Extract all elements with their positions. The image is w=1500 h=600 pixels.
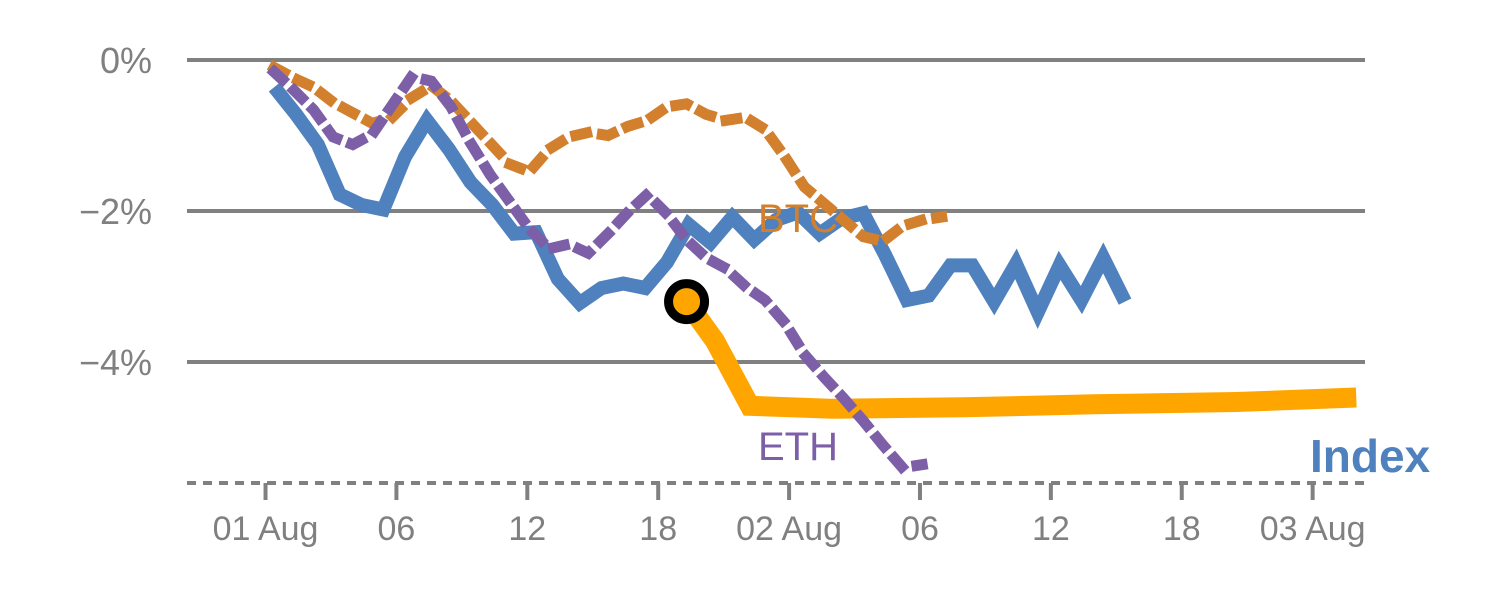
series-line-btc bbox=[266, 60, 949, 248]
series-label-eth: ETH bbox=[758, 425, 838, 469]
x-tick-label: 18 bbox=[1163, 510, 1201, 548]
x-tick-label: 12 bbox=[508, 510, 546, 548]
y-tick-label: −2% bbox=[79, 191, 152, 232]
series-line-index bbox=[268, 82, 1132, 329]
forecast-start-marker[interactable] bbox=[664, 279, 710, 325]
x-axis-labels: 01 Aug 06 12 18 02 Aug 06 12 18 03 Aug bbox=[213, 510, 1366, 548]
x-tick-label: 18 bbox=[639, 510, 677, 548]
series-line-index-forecast bbox=[678, 295, 1357, 419]
series-line-eth bbox=[266, 64, 929, 474]
series-label-index: Index bbox=[1310, 430, 1431, 482]
marker-circle-icon[interactable] bbox=[664, 279, 710, 325]
y-tick-label: 0% bbox=[100, 40, 152, 81]
x-tick-label: 12 bbox=[1032, 510, 1070, 548]
x-tick-label: 02 Aug bbox=[736, 510, 842, 548]
x-axis-ticks bbox=[263, 483, 1315, 500]
x-tick-label: 03 Aug bbox=[1260, 510, 1366, 548]
series-label-btc: BTC bbox=[758, 197, 838, 241]
series-lines bbox=[266, 60, 1357, 474]
y-axis-labels: 0% −2% −4% bbox=[79, 40, 152, 383]
y-tick-label: −4% bbox=[79, 342, 152, 383]
x-tick-label: 06 bbox=[378, 510, 416, 548]
x-tick-label: 06 bbox=[901, 510, 939, 548]
x-tick-label: 01 Aug bbox=[213, 510, 319, 548]
